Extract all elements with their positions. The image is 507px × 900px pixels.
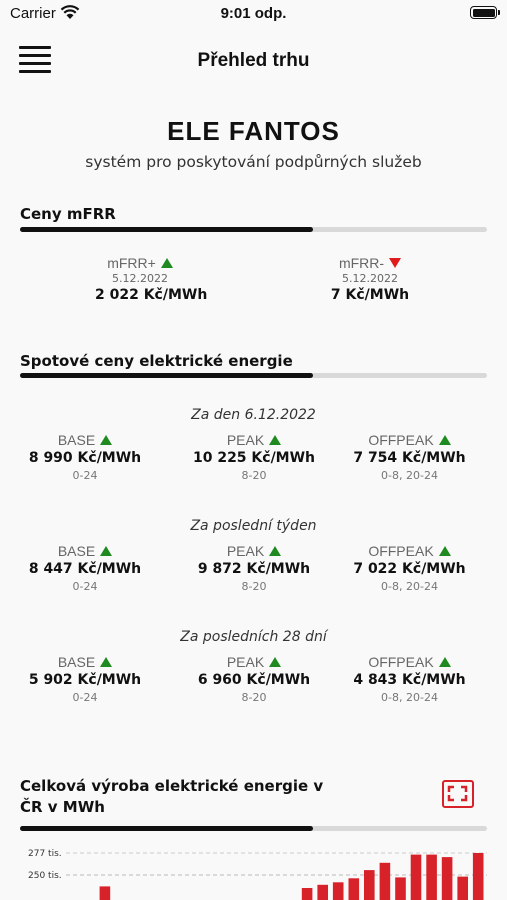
peak-label: PEAK	[226, 654, 265, 670]
offpeak-value: 4 843 Kč/MWh	[353, 672, 466, 688]
arrow-up-icon	[160, 258, 173, 268]
production-bar	[457, 876, 468, 900]
production-chart: 277 tis. 250 tis.	[28, 849, 487, 900]
production-bar	[99, 886, 111, 900]
spot-section-title: Spotové ceny elektrické energie	[20, 352, 293, 370]
production-bar	[410, 854, 422, 900]
production-bar	[426, 854, 437, 900]
mfrr-plus-value: 2 022 Kč/MWh	[95, 287, 208, 303]
production-section-divider	[20, 826, 487, 831]
peak-label: PEAK	[226, 543, 265, 559]
base-label: BASE	[57, 543, 96, 559]
mfrr-plus-cell: mFRR+ 5.12.2022 2 022 Kč/MWh	[95, 255, 208, 303]
base-value: 5 902 Kč/MWh	[28, 672, 142, 688]
offpeak-price-cell: OFFPEAK 7 022 Kč/MWh 0-8, 20-24	[347, 543, 472, 593]
production-bar	[379, 862, 391, 900]
base-hours: 0-24	[72, 580, 98, 593]
production-bar	[472, 853, 484, 900]
peak-price-cell: PEAK 6 960 Kč/MWh 8-20	[189, 654, 319, 704]
arrow-up-icon	[269, 435, 282, 445]
arrow-up-icon	[269, 546, 282, 556]
offpeak-hours: 0-8, 20-24	[381, 691, 438, 704]
base-label: BASE	[57, 654, 96, 670]
arrow-up-icon	[100, 657, 113, 667]
base-price-cell: BASE 8 447 Kč/MWh 0-24	[25, 543, 145, 593]
base-value: 8 990 Kč/MWh	[28, 450, 142, 466]
arrow-up-icon	[438, 546, 451, 556]
production-bar	[364, 870, 375, 900]
peak-hours: 8-20	[241, 580, 267, 593]
base-price-cell: BASE 5 902 Kč/MWh 0-24	[25, 654, 145, 704]
spot-section-divider	[20, 373, 487, 378]
wifi-icon	[60, 5, 80, 19]
offpeak-price-cell: OFFPEAK 7 754 Kč/MWh 0-8, 20-24	[347, 432, 472, 482]
page-title: Přehled trhu	[197, 50, 310, 71]
peak-hours: 8-20	[241, 469, 267, 482]
offpeak-value: 7 754 Kč/MWh	[353, 450, 466, 466]
status-bar: Carrier 9:01 odp.	[0, 0, 507, 28]
offpeak-label: OFFPEAK	[368, 543, 434, 559]
fullscreen-button[interactable]	[442, 780, 474, 808]
production-bar	[348, 878, 360, 900]
mfrr-minus-value: 7 Kč/MWh	[330, 287, 410, 303]
arrow-up-icon	[100, 435, 113, 445]
period-label: Za poslední týden	[190, 518, 317, 534]
base-hours: 0-24	[72, 469, 98, 482]
offpeak-value: 7 022 Kč/MWh	[353, 561, 466, 577]
peak-label: PEAK	[226, 432, 265, 448]
brand-title: ELE FANTOS	[167, 116, 340, 146]
mfrr-section-title: Ceny mFRR	[20, 205, 116, 223]
arrow-up-icon	[438, 435, 451, 445]
base-price-cell: BASE 8 990 Kč/MWh 0-24	[25, 432, 145, 482]
mfrr-plus-label: mFRR+	[107, 255, 156, 271]
mfrr-plus-date: 5.12.2022	[112, 272, 168, 285]
offpeak-hours: 0-8, 20-24	[381, 469, 438, 482]
menu-button[interactable]	[19, 46, 51, 74]
peak-price-cell: PEAK 10 225 Kč/MWh 8-20	[189, 432, 319, 482]
offpeak-label: OFFPEAK	[368, 654, 434, 670]
y-tick-label: 277 tis.	[28, 849, 62, 859]
base-hours: 0-24	[72, 691, 98, 704]
production-bar	[317, 884, 328, 900]
production-section-title: Celková výroba elektrické energie v ČR v…	[20, 777, 324, 816]
expand-icon	[447, 785, 468, 802]
offpeak-price-cell: OFFPEAK 4 843 Kč/MWh 0-8, 20-24	[347, 654, 472, 704]
peak-value: 6 960 Kč/MWh	[197, 672, 311, 688]
production-bar	[441, 857, 453, 900]
offpeak-hours: 0-8, 20-24	[381, 580, 438, 593]
mfrr-minus-cell: mFRR- 5.12.2022 7 Kč/MWh	[325, 255, 415, 303]
arrow-up-icon	[100, 546, 113, 556]
menu-icon	[19, 46, 51, 49]
peak-value: 10 225 Kč/MWh	[192, 450, 316, 466]
battery-icon	[470, 6, 500, 19]
offpeak-label: OFFPEAK	[368, 432, 434, 448]
arrow-up-icon	[438, 657, 451, 667]
arrow-down-icon	[389, 258, 402, 268]
brand-subtitle: systém pro poskytování podpůrných služeb	[85, 153, 422, 171]
mfrr-minus-date: 5.12.2022	[342, 272, 398, 285]
clock: 9:01 odp.	[220, 5, 287, 22]
base-value: 8 447 Kč/MWh	[28, 561, 142, 577]
mfrr-section-divider	[20, 227, 487, 232]
peak-hours: 8-20	[241, 691, 267, 704]
y-tick-label: 250 tis.	[28, 871, 62, 881]
production-bar	[395, 877, 406, 900]
production-bar	[332, 882, 344, 900]
base-label: BASE	[57, 432, 96, 448]
arrow-up-icon	[269, 657, 282, 667]
peak-price-cell: PEAK 9 872 Kč/MWh 8-20	[189, 543, 319, 593]
period-label: Za den 6.12.2022	[191, 407, 316, 423]
mfrr-minus-label: mFRR-	[338, 255, 385, 271]
period-label: Za posledních 28 dní	[180, 629, 327, 645]
carrier-label: Carrier	[10, 5, 56, 22]
peak-value: 9 872 Kč/MWh	[197, 561, 311, 577]
production-bar	[301, 888, 313, 900]
